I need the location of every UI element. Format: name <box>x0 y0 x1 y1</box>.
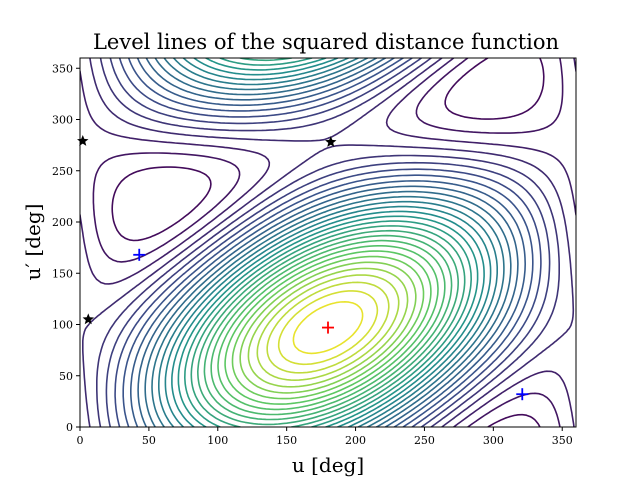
saddle-plus-marker <box>133 248 146 261</box>
contour-line <box>197 229 459 426</box>
contour-line <box>151 58 505 427</box>
minimum-plus-marker <box>322 321 334 334</box>
contour-line <box>190 58 466 427</box>
y-tick-label: 0 <box>66 421 73 434</box>
contour-line <box>122 58 534 427</box>
contour-line <box>203 234 453 421</box>
y-tick-label: 300 <box>52 114 73 127</box>
maximum-star-marker <box>325 136 337 147</box>
contour-line <box>164 58 492 427</box>
contour-line <box>266 281 390 374</box>
chart-title: Level lines of the squared distance func… <box>93 30 559 54</box>
x-tick-label: 100 <box>207 434 228 447</box>
y-tick-label: 200 <box>52 216 73 229</box>
y-tick-label: 100 <box>52 319 73 332</box>
contour-line <box>114 58 542 427</box>
x-tick-label: 0 <box>77 434 84 447</box>
y-axis-ticks: 0 50 100 150 200 250 300 350 <box>52 62 80 434</box>
contour-line <box>137 58 519 427</box>
contour-line <box>171 58 485 427</box>
y-tick-label: 250 <box>52 165 73 178</box>
contour-line <box>105 58 551 427</box>
x-tick-label: 150 <box>276 434 297 447</box>
contour-line <box>292 301 364 355</box>
contour-line <box>239 261 417 394</box>
contour-lines <box>80 58 576 427</box>
y-tick-label: 50 <box>59 370 73 383</box>
maximum-star-marker <box>77 135 89 146</box>
x-axis-ticks: 0 50 100 150 200 250 300 350 <box>77 427 573 447</box>
contour-line <box>82 58 575 427</box>
x-tick-label: 350 <box>552 434 573 447</box>
x-tick-label: 300 <box>483 434 504 447</box>
x-axis-label: u [deg] <box>292 453 364 477</box>
contour-line <box>177 58 479 427</box>
marker-layer <box>77 135 529 401</box>
contour-line <box>231 255 425 400</box>
saddle-plus-marker <box>516 388 529 401</box>
y-axis-label: u′ [deg] <box>21 204 45 281</box>
contour-line <box>277 290 379 366</box>
contour-line <box>224 250 432 405</box>
x-tick-label: 200 <box>345 434 366 447</box>
contour-line <box>158 58 498 427</box>
contour-line <box>80 58 576 427</box>
y-tick-label: 150 <box>52 267 73 280</box>
maximum-star-marker <box>82 313 94 325</box>
y-tick-label: 350 <box>52 62 73 75</box>
contour-line <box>96 58 560 427</box>
contour-line <box>144 58 512 427</box>
contour-line <box>217 245 439 411</box>
contour-line <box>247 267 409 388</box>
x-tick-label: 250 <box>414 434 435 447</box>
contour-line <box>210 239 446 416</box>
contour-line <box>184 58 472 427</box>
x-tick-label: 50 <box>142 434 156 447</box>
contour-line <box>130 58 526 427</box>
plot-frame <box>79 57 577 428</box>
contour-line <box>256 274 400 381</box>
